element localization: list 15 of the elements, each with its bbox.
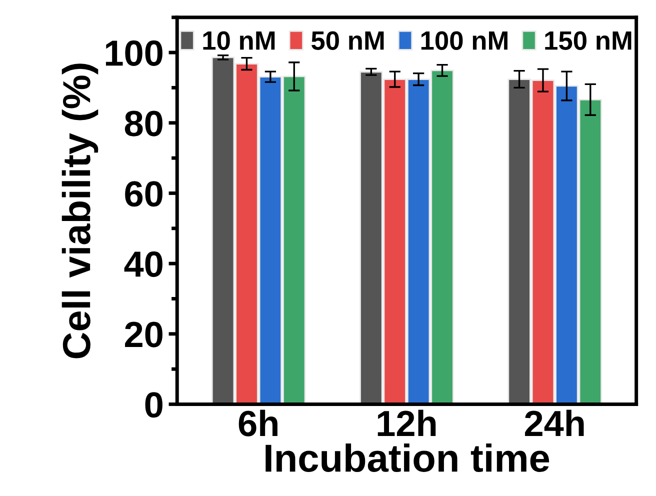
x-tick-label: 24h [524,410,584,436]
y-axis-title: Cell viability (%) [62,64,98,358]
x-tick-label: 12h [378,410,436,436]
legend-label: 150 nM [545,31,632,50]
y-tick-label: 100 [106,40,162,66]
x-axis-title: Incubation time [266,443,550,472]
legend-label: 10 nM [203,31,275,50]
y-tick-label: 60 [125,181,162,207]
x-tick-label: 6h [238,410,278,436]
y-tick-label: 40 [124,251,162,277]
y-tick-label: 0 [145,392,162,418]
y-tick-label: 20 [125,322,162,348]
legend-label: 50 nM [311,31,384,50]
y-tick-label: 80 [124,110,162,136]
legend-label: 100 nM [421,31,508,50]
